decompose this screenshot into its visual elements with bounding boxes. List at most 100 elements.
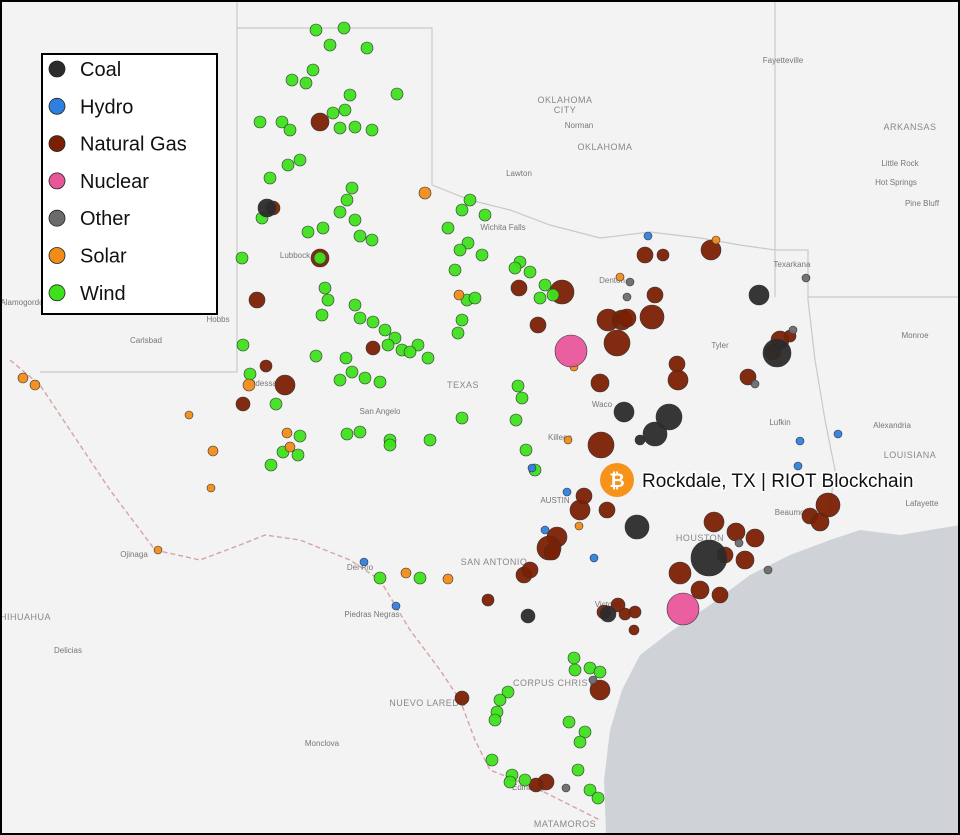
plant-marker xyxy=(501,685,515,699)
plant-marker xyxy=(17,372,29,384)
plant-marker xyxy=(481,593,495,607)
plant-marker xyxy=(236,338,250,352)
map-label: OKLAHOMA xyxy=(537,95,592,105)
plant-marker xyxy=(593,665,607,679)
plant-marker xyxy=(521,561,539,579)
map-label: Texarkana xyxy=(774,260,811,269)
rio-grande-border xyxy=(9,359,601,821)
plant-marker xyxy=(589,679,611,701)
plant-marker xyxy=(503,775,517,789)
plant-marker xyxy=(253,115,267,129)
map-label: Beaumont xyxy=(775,508,812,517)
legend-swatch xyxy=(48,247,66,264)
map-label: LOUISIANA xyxy=(884,450,937,460)
map-label: AUSTIN xyxy=(540,496,570,505)
plant-marker xyxy=(562,715,576,729)
plant-marker xyxy=(529,316,547,334)
annotation-icon: ₿ xyxy=(609,471,624,492)
map-label: San Angelo xyxy=(360,407,401,416)
map-label: CHIHUAHUA xyxy=(0,612,51,622)
plant-marker xyxy=(373,375,387,389)
map-label: Odessa xyxy=(249,379,277,388)
plant-marker xyxy=(563,435,573,445)
plant-marker xyxy=(690,539,728,577)
plant-marker xyxy=(340,427,354,441)
plant-marker xyxy=(624,514,650,540)
legend-box xyxy=(41,53,218,315)
plant-marker xyxy=(711,235,721,245)
map-label: Piedras Negras xyxy=(344,610,399,619)
plant-marker xyxy=(628,624,640,636)
plant-marker xyxy=(337,21,351,35)
legend-label: Hydro xyxy=(80,96,133,118)
plant-marker xyxy=(293,153,307,167)
plant-marker xyxy=(642,421,668,447)
gulf-water xyxy=(604,525,960,835)
plant-marker xyxy=(207,445,219,457)
plant-marker xyxy=(263,171,277,185)
plant-marker xyxy=(365,123,379,137)
plant-marker xyxy=(423,433,437,447)
plant-marker xyxy=(518,773,532,787)
plant-marker xyxy=(453,243,467,257)
annotation-label: Rockdale, TX | RIOT Blockchain xyxy=(642,471,913,492)
plant-marker xyxy=(411,338,425,352)
plant-marker xyxy=(598,501,616,519)
map-label: Tyler xyxy=(711,341,729,350)
legend-swatch xyxy=(48,172,66,190)
plant-marker xyxy=(184,410,194,420)
plant-marker xyxy=(735,550,755,570)
plant-marker xyxy=(622,292,632,302)
plant-marker xyxy=(587,431,615,459)
legend-swatch xyxy=(48,284,66,302)
map-label: Victoria xyxy=(595,600,622,609)
plant-marker xyxy=(345,365,359,379)
plant-marker xyxy=(348,298,362,312)
plant-marker xyxy=(508,261,522,275)
plant-marker xyxy=(519,443,533,457)
map-label: Ojinaga xyxy=(120,550,148,559)
plant-marker xyxy=(540,525,550,535)
legend-swatch xyxy=(48,60,66,78)
plant-marker xyxy=(750,379,760,389)
map-label: Waco xyxy=(592,400,613,409)
legend-swatch xyxy=(48,209,66,227)
plant-marker xyxy=(793,461,803,471)
plant-marker xyxy=(284,441,296,453)
map-label: Lawton xyxy=(506,169,532,178)
plant-marker xyxy=(309,23,323,37)
plant-marker xyxy=(493,693,507,707)
plant-marker xyxy=(488,713,502,727)
plant-marker xyxy=(348,213,362,227)
plant-marker xyxy=(562,487,572,497)
plant-marker xyxy=(403,345,417,359)
plant-marker xyxy=(700,239,722,261)
plant-marker xyxy=(454,690,470,706)
plant-marker xyxy=(301,225,315,239)
plant-marker xyxy=(463,193,477,207)
plant-marker xyxy=(690,580,710,600)
plant-marker xyxy=(353,425,367,439)
plant-marker xyxy=(515,391,529,405)
legend-label: Other xyxy=(80,208,130,230)
plant-marker xyxy=(326,106,340,120)
plant-marker xyxy=(283,123,297,137)
plant-marker xyxy=(613,401,635,423)
plant-marker xyxy=(523,265,537,279)
plant-marker xyxy=(323,38,337,52)
map-label: Lafayette xyxy=(906,499,939,508)
plant-marker xyxy=(833,429,843,439)
plant-marker xyxy=(418,186,432,200)
plant-marker xyxy=(448,263,462,277)
plant-marker xyxy=(639,304,665,330)
plant-marker xyxy=(546,288,560,302)
plant-marker xyxy=(668,355,686,373)
plant-marker xyxy=(554,334,588,368)
plant-marker xyxy=(269,397,283,411)
plant-marker xyxy=(636,246,654,264)
plant-marker xyxy=(455,313,469,327)
plant-marker xyxy=(243,367,257,381)
plant-marker xyxy=(591,791,605,805)
plant-marker xyxy=(528,777,544,793)
